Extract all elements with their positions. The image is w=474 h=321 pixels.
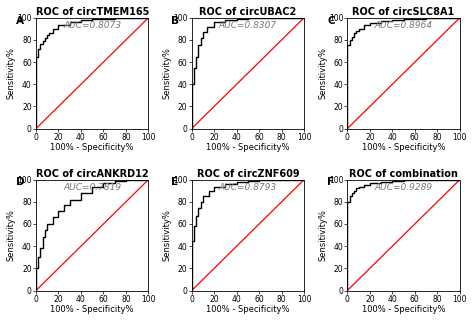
Text: AUC=0.8073: AUC=0.8073 bbox=[63, 21, 121, 30]
X-axis label: 100% - Specificity%: 100% - Specificity% bbox=[50, 305, 134, 314]
X-axis label: 100% - Specificity%: 100% - Specificity% bbox=[50, 143, 134, 152]
X-axis label: 100% - Specificity%: 100% - Specificity% bbox=[362, 305, 446, 314]
X-axis label: 100% - Specificity%: 100% - Specificity% bbox=[206, 143, 290, 152]
X-axis label: 100% - Specificity%: 100% - Specificity% bbox=[206, 305, 290, 314]
Title: ROC of circZNF609: ROC of circZNF609 bbox=[197, 169, 299, 179]
Text: AUC=0.8307: AUC=0.8307 bbox=[219, 21, 277, 30]
Title: ROC of combination: ROC of combination bbox=[349, 169, 458, 179]
Y-axis label: Sensitivity%: Sensitivity% bbox=[7, 209, 16, 261]
Title: ROC of circTMEM165: ROC of circTMEM165 bbox=[36, 7, 149, 17]
Text: D: D bbox=[16, 178, 24, 187]
Text: AUC=0.8964: AUC=0.8964 bbox=[374, 21, 433, 30]
Y-axis label: Sensitivity%: Sensitivity% bbox=[7, 47, 16, 99]
Text: A: A bbox=[16, 15, 24, 25]
Y-axis label: Sensitivity%: Sensitivity% bbox=[163, 47, 172, 99]
Text: AUC=0.7819: AUC=0.7819 bbox=[63, 183, 121, 192]
Text: AUC=0.9289: AUC=0.9289 bbox=[374, 183, 433, 192]
Text: C: C bbox=[327, 15, 335, 25]
Y-axis label: Sensitivity%: Sensitivity% bbox=[319, 47, 328, 99]
Title: ROC of circSLC8A1: ROC of circSLC8A1 bbox=[353, 7, 455, 17]
Y-axis label: Sensitivity%: Sensitivity% bbox=[319, 209, 328, 261]
Text: E: E bbox=[172, 178, 179, 187]
Text: B: B bbox=[172, 15, 180, 25]
Title: ROC of circANKRD12: ROC of circANKRD12 bbox=[36, 169, 148, 179]
Y-axis label: Sensitivity%: Sensitivity% bbox=[163, 209, 172, 261]
Text: F: F bbox=[327, 178, 334, 187]
Text: AUC=0.8793: AUC=0.8793 bbox=[219, 183, 277, 192]
X-axis label: 100% - Specificity%: 100% - Specificity% bbox=[362, 143, 446, 152]
Title: ROC of circUBAC2: ROC of circUBAC2 bbox=[199, 7, 297, 17]
